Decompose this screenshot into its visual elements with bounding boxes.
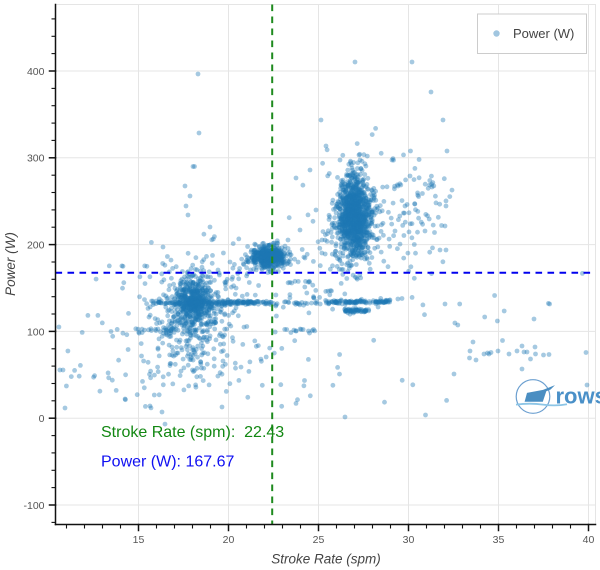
svg-text:40: 40 bbox=[583, 534, 595, 546]
svg-text:20: 20 bbox=[223, 534, 235, 546]
svg-text:0: 0 bbox=[39, 413, 45, 425]
svg-text:35: 35 bbox=[493, 534, 505, 546]
svg-text:100: 100 bbox=[27, 326, 45, 338]
svg-text:25: 25 bbox=[313, 534, 325, 546]
svg-text:Stroke Rate (spm): Stroke Rate (spm) bbox=[271, 552, 381, 567]
svg-text:30: 30 bbox=[403, 534, 415, 546]
svg-text:15: 15 bbox=[133, 534, 145, 546]
svg-text:Stroke Rate (spm): 22.43: Stroke Rate (spm): 22.43 bbox=[101, 424, 284, 441]
svg-text:400: 400 bbox=[27, 66, 45, 78]
svg-text:-100: -100 bbox=[23, 500, 44, 512]
svg-text:200: 200 bbox=[27, 240, 45, 252]
svg-text:300: 300 bbox=[27, 153, 45, 165]
svg-text:rows: rows bbox=[556, 384, 600, 409]
svg-text:Power (W): 167.67: Power (W): 167.67 bbox=[101, 454, 234, 471]
svg-text:Power (W): Power (W) bbox=[513, 26, 574, 41]
svg-text:Power (W): Power (W) bbox=[3, 232, 18, 296]
